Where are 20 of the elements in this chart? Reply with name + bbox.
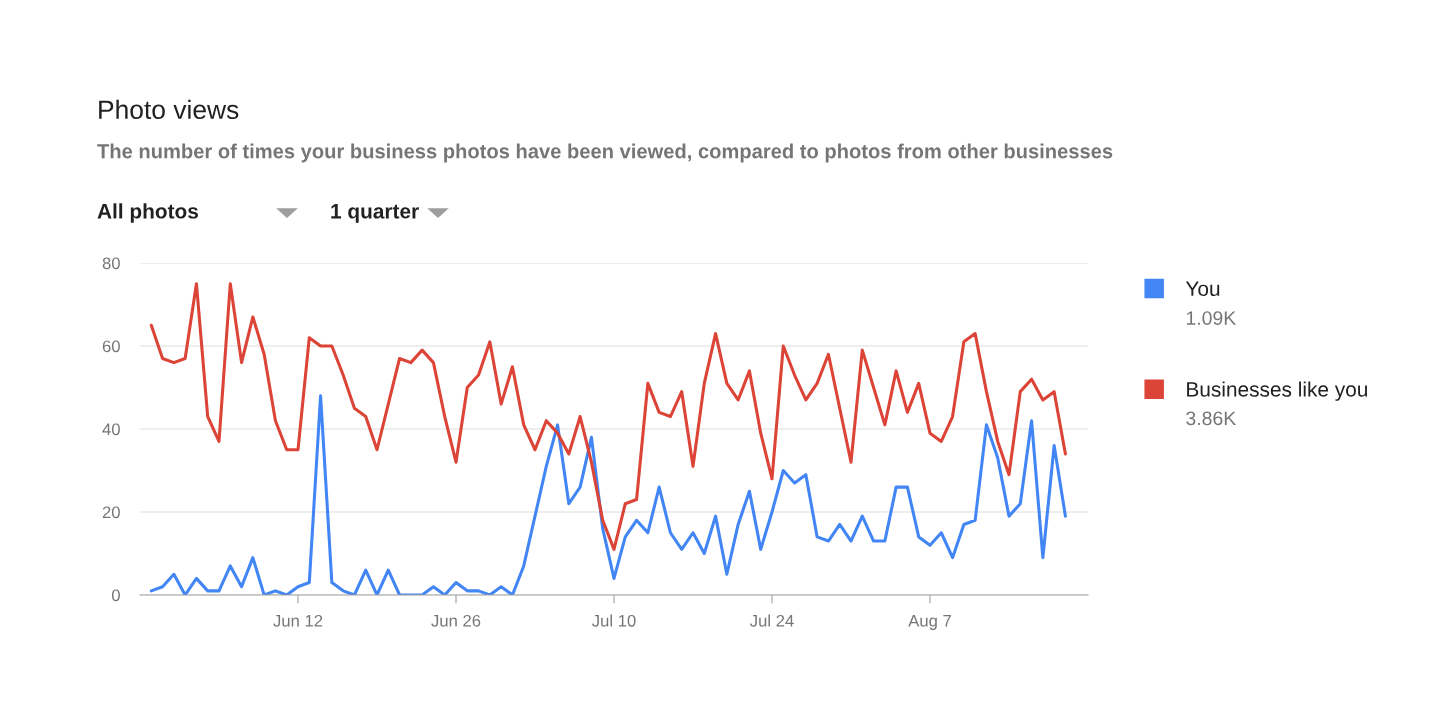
legend-label: You	[1185, 281, 1220, 297]
y-tick-label: 40	[102, 423, 120, 436]
x-tick-label: Aug 7	[908, 615, 951, 630]
text: 1.09K	[1186, 311, 1237, 325]
text: All photos	[97, 203, 198, 223]
text: 1 quarter	[331, 204, 419, 223]
x-tick-label: Jun 26	[431, 614, 481, 627]
x-tick-label: Jul 10	[592, 614, 636, 627]
y-tick-label: 20	[102, 506, 120, 519]
x-tick-label: Jun 12	[273, 614, 323, 627]
y-tick-label: 60	[102, 340, 120, 353]
legend-label: Businesses like you	[1187, 381, 1367, 401]
line-series	[149, 282, 1067, 551]
x-tick-label: Jul 24	[750, 614, 794, 627]
y-tick-label: 0	[111, 589, 120, 602]
line-series	[149, 394, 1067, 595]
y-tick-label: 80	[102, 257, 120, 270]
chart-subtitle: The number of times your business photos have been viewed, compared to photos from other businesses	[97, 143, 1113, 163]
chart-title: Photo views	[99, 99, 239, 120]
text: 3.86K	[1186, 411, 1237, 426]
